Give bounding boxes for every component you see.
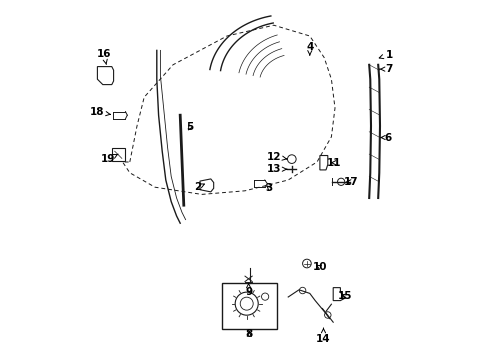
Text: 19: 19 [101,154,118,164]
Text: 2: 2 [194,182,204,192]
Text: 6: 6 [381,132,392,143]
Text: 3: 3 [266,183,273,193]
Text: 18: 18 [90,107,110,117]
Text: 12: 12 [267,152,287,162]
Text: 4: 4 [306,42,314,55]
Bar [221,283,277,329]
Text: 1: 1 [379,50,392,60]
Text: 9: 9 [245,283,252,297]
Text: 8: 8 [245,329,253,339]
Text: 7: 7 [380,64,392,74]
Bar [112,148,125,161]
Text: 15: 15 [338,291,352,301]
Text: 5: 5 [187,122,194,132]
Text: 14: 14 [316,328,331,344]
Text: 17: 17 [344,177,359,187]
Text: 11: 11 [327,158,342,168]
Text: 13: 13 [267,164,287,174]
Text: 10: 10 [313,262,327,272]
Text: 16: 16 [97,49,111,64]
